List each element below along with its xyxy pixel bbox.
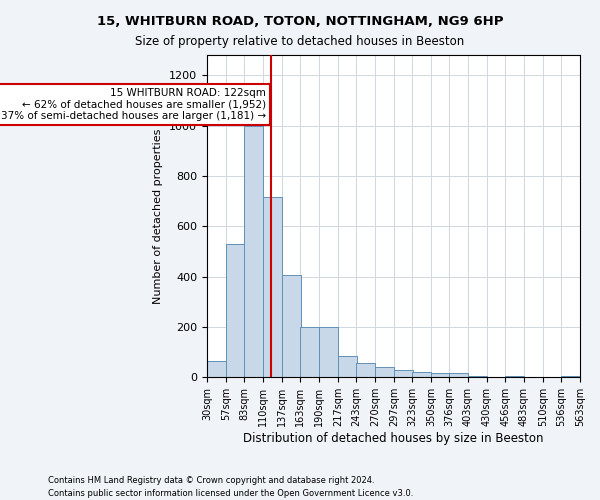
Bar (282, 276, 301, 378)
Text: Contains public sector information licensed under the Open Government Licence v3: Contains public sector information licen… (48, 488, 413, 498)
Bar (300, 328, 319, 378)
Text: 15, WHITBURN ROAD, TOTON, NOTTINGHAM, NG9 6HP: 15, WHITBURN ROAD, TOTON, NOTTINGHAM, NG… (97, 15, 503, 28)
Text: Size of property relative to detached houses in Beeston: Size of property relative to detached ho… (136, 35, 464, 48)
Y-axis label: Number of detached properties: Number of detached properties (154, 128, 163, 304)
Bar (468, 376, 487, 378)
Bar (319, 328, 338, 378)
Bar (338, 356, 356, 378)
Bar (375, 368, 394, 378)
Bar (226, 244, 245, 378)
Bar (356, 364, 375, 378)
Bar (505, 376, 524, 378)
Bar (394, 370, 413, 378)
Bar (244, 126, 263, 378)
Bar (561, 376, 580, 378)
Bar (263, 198, 282, 378)
Bar (449, 373, 468, 378)
Text: 15 WHITBURN ROAD: 122sqm
← 62% of detached houses are smaller (1,952)
37% of sem: 15 WHITBURN ROAD: 122sqm ← 62% of detach… (1, 88, 266, 121)
Text: Contains HM Land Registry data © Crown copyright and database right 2024.: Contains HM Land Registry data © Crown c… (48, 476, 374, 485)
Bar (431, 373, 450, 378)
Bar (207, 361, 226, 378)
X-axis label: Distribution of detached houses by size in Beeston: Distribution of detached houses by size … (243, 432, 544, 445)
Bar (412, 372, 431, 378)
